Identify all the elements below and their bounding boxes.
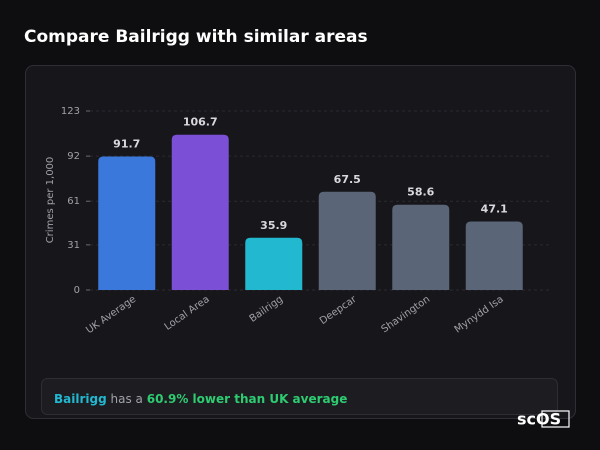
note-text: has a: [111, 392, 143, 406]
note-box: [41, 378, 558, 415]
value-label: 35.9: [260, 219, 287, 232]
y-tick-label: 123: [61, 106, 80, 117]
value-label: 91.7: [113, 138, 140, 151]
chart-title: Compare Bailrigg with similar areas: [24, 27, 368, 47]
value-label: 47.1: [481, 202, 508, 215]
note-area: Bailrigg: [54, 392, 107, 406]
y-tick-label: 92: [67, 151, 80, 162]
bar: [318, 191, 376, 290]
y-tick-label: 31: [67, 240, 80, 251]
y-tick-label: 61: [67, 196, 80, 207]
note: Bailrigg has a 60.9% lower than UK avera…: [54, 392, 347, 406]
bar: [98, 156, 156, 290]
bar: [171, 134, 229, 290]
logo: scOS: [517, 410, 561, 429]
value-label: 58.6: [407, 186, 434, 199]
note-highlight: 60.9% lower than UK average: [147, 392, 348, 406]
bar: [392, 204, 450, 290]
value-label: 67.5: [334, 173, 361, 186]
y-axis-label: Crimes per 1,000: [45, 157, 56, 244]
y-tick-label: 0: [74, 285, 80, 296]
value-label: 106.7: [183, 116, 218, 129]
logo-box: [541, 410, 570, 428]
bar: [465, 221, 523, 290]
bar: [245, 237, 303, 290]
